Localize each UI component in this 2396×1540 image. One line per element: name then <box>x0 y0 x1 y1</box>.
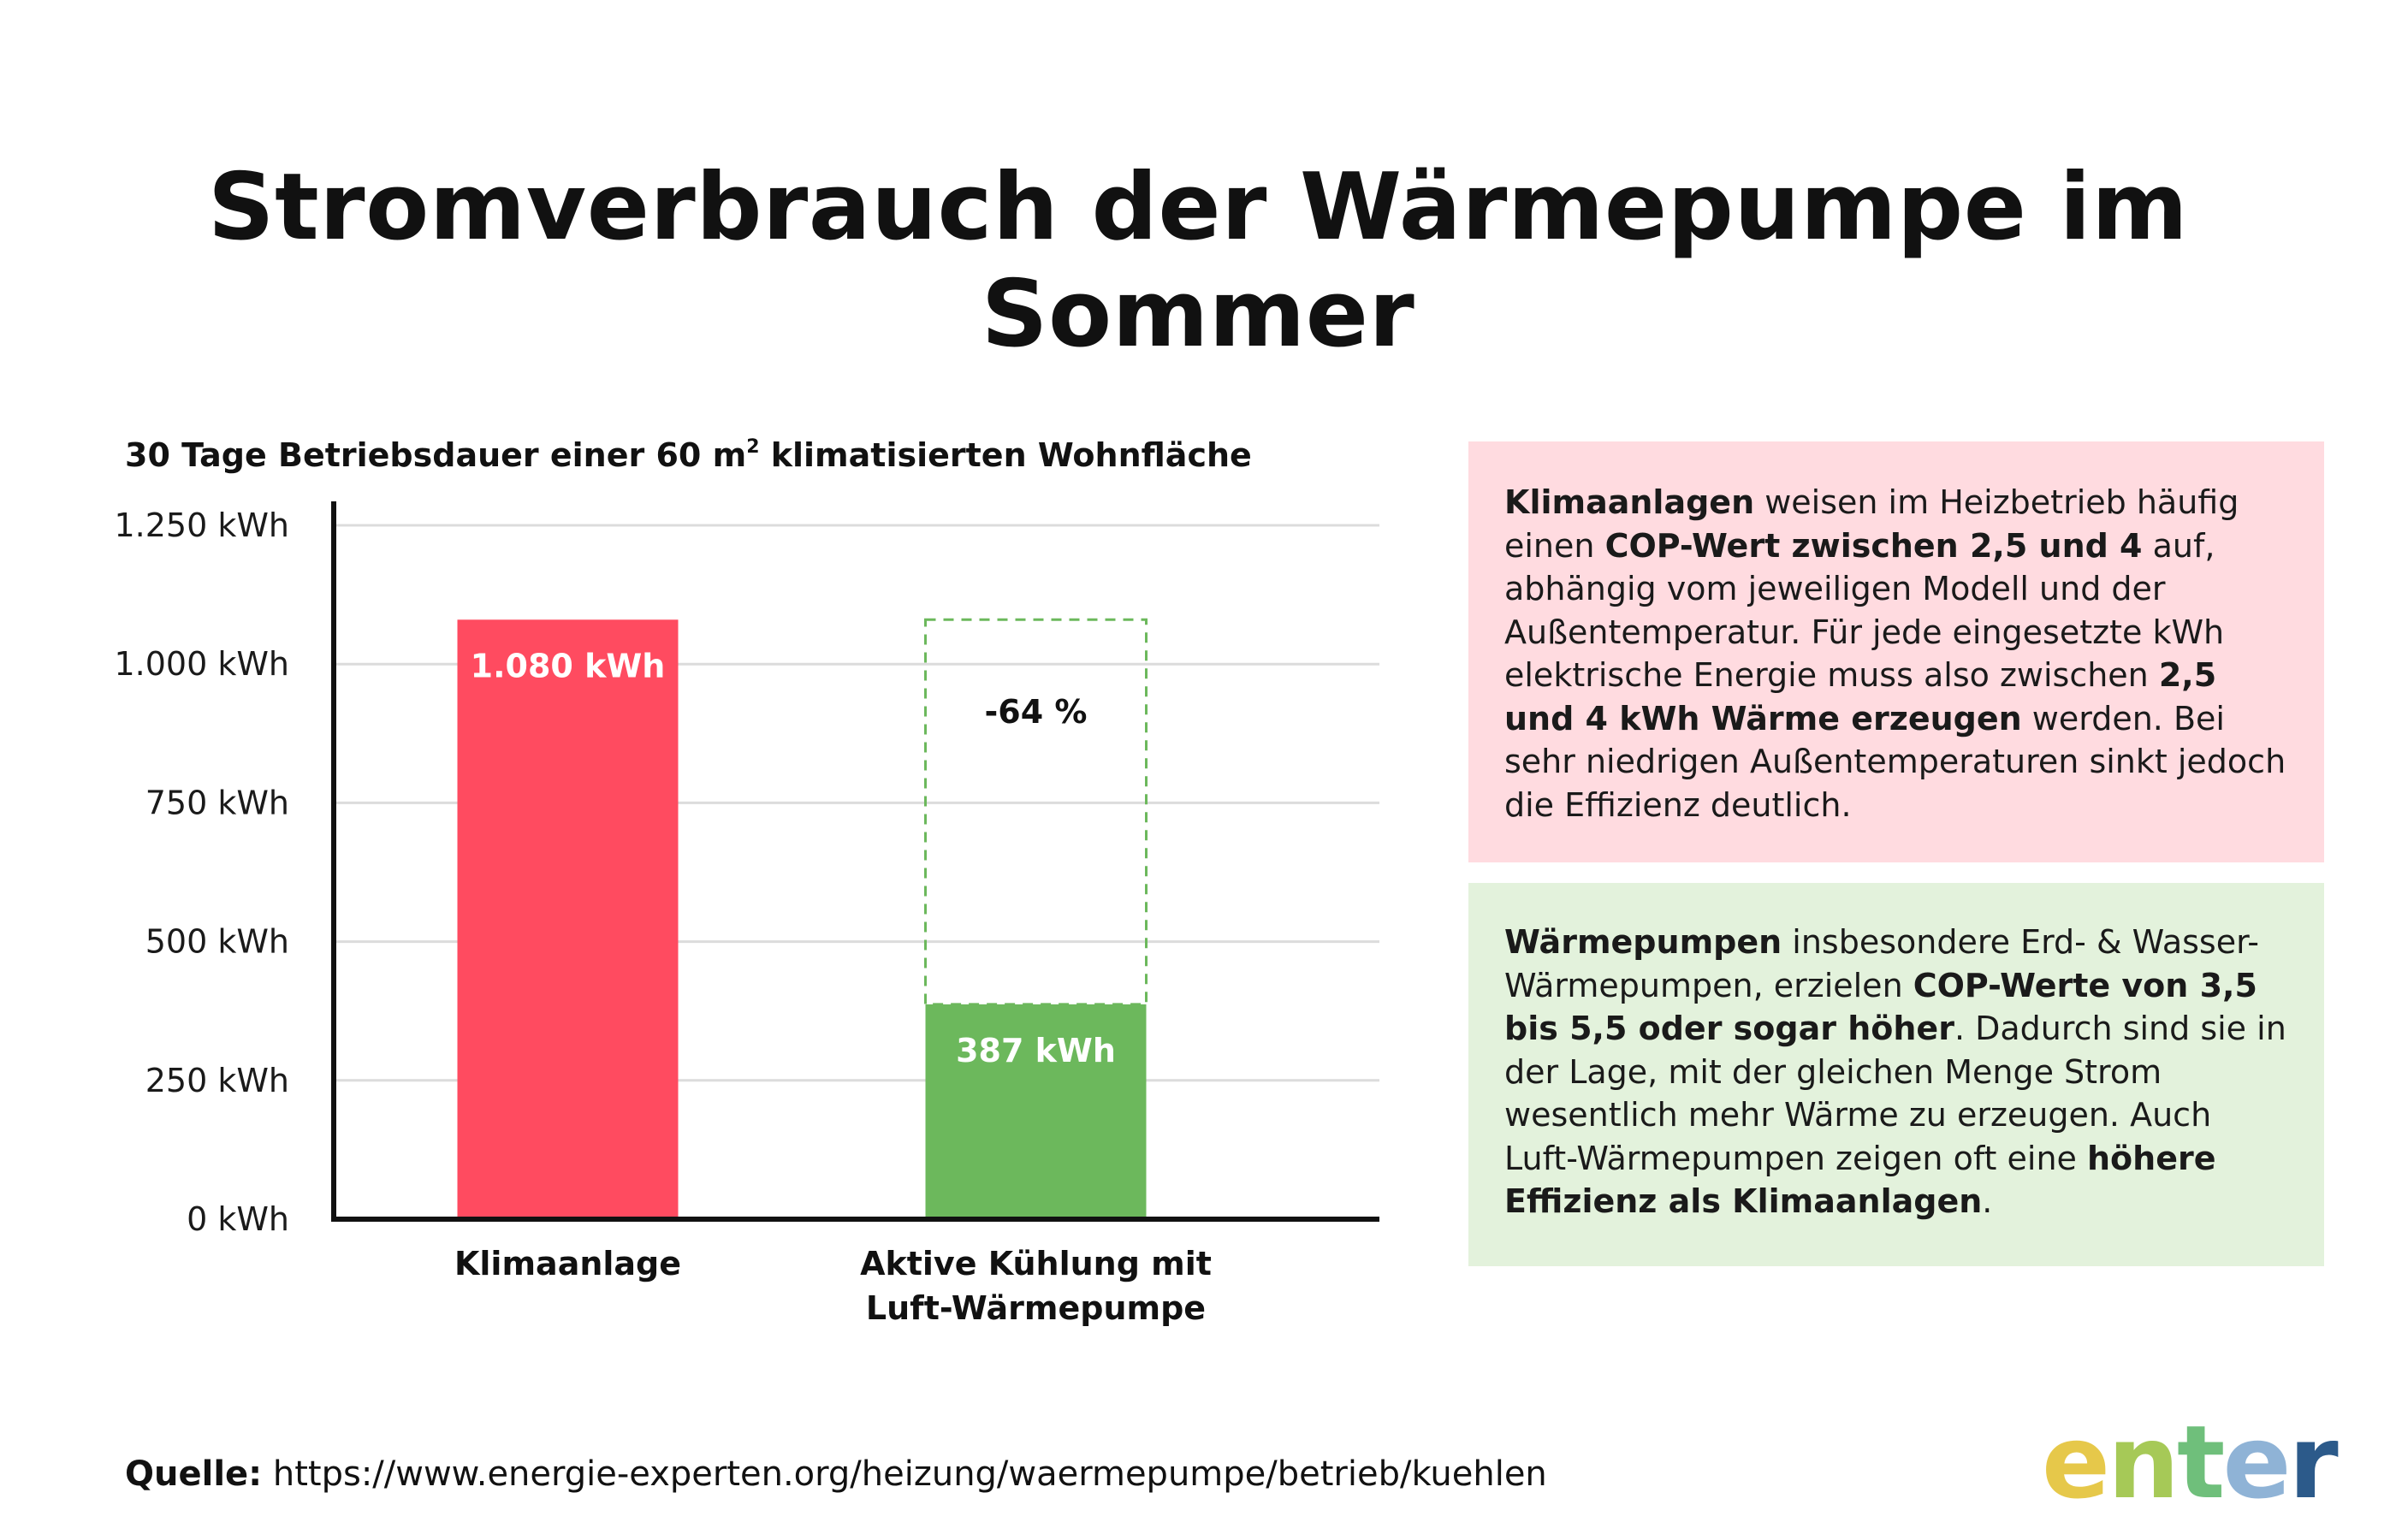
info-text-2: . Dadurch sind sie in der Lage, mit der … <box>1504 1010 2286 1177</box>
reference-outline <box>924 618 1148 1006</box>
logo-letter: t <box>2177 1403 2225 1521</box>
y-tick-label: 750 kWh <box>145 784 289 821</box>
info-text-3: werden. Bei sehr niedrigen Außentemperat… <box>1504 699 2286 824</box>
enter-logo: enter <box>2042 1403 2339 1521</box>
y-tick-label: 0 kWh <box>187 1200 289 1238</box>
info-text-2: auf, abhängig vom jeweiligen Modell und … <box>1504 526 2225 695</box>
source-label: Quelle: <box>125 1454 263 1494</box>
source-note: Quelle: https://www.energie-experten.org… <box>125 1454 1547 1494</box>
info-text-1: weisen im Heizbetrieb häufig einen <box>1504 483 2239 565</box>
subtitle-text-end: klimatisierten Wohnfläche <box>759 436 1252 474</box>
info-bold-3: höhere Effizienz als Klimaanlagen <box>1504 1139 2216 1221</box>
x-category-label: Aktive Kühlung mit <box>860 1245 1212 1282</box>
logo-letter: e <box>2222 1403 2291 1521</box>
bars <box>457 618 1148 1219</box>
axes <box>331 501 1379 1222</box>
page-title: Stromverbrauch der Wärmepumpe im Sommer <box>207 154 2189 368</box>
y-tick-label: 1.000 kWh <box>114 645 289 683</box>
reduction-annotation: -64 % <box>985 693 1088 731</box>
bar-chart: 0 kWh 250 kWh 500 kWh 750 kWh 1.000 kWh 1.250… <box>114 501 1379 1327</box>
info-bold-1: Wärmepumpen <box>1504 923 1782 961</box>
y-tick-label: 500 kWh <box>145 923 289 961</box>
subtitle-superscript: 2 <box>746 436 760 458</box>
logo-letter: r <box>2288 1403 2339 1521</box>
x-category-label: Luft-Wärmepumpe <box>866 1289 1206 1327</box>
y-tick-label: 1.250 kWh <box>114 506 289 544</box>
bar <box>457 619 679 1219</box>
info-bold-3: 2,5 und 4 kWh Wärme erzeugen <box>1504 656 2217 737</box>
info-text-3: . <box>1982 1182 1993 1220</box>
info-bold-2: COP-Wert zwischen 2,5 und 4 <box>1604 526 2143 565</box>
logo-letter: e <box>2042 1403 2110 1521</box>
bar <box>925 1004 1147 1219</box>
info-box-klimaanlagen: Klimaanlagen weisen im Heizbetrieb häufi… <box>1468 441 2324 862</box>
logo-letter: n <box>2108 1403 2180 1521</box>
info-text-1: insbesondere Erd- & Wasser-Wärmepumpen, … <box>1504 923 2259 1004</box>
y-tick-label: 250 kWh <box>145 1062 289 1099</box>
info-bold-2: COP-Werte von 3,5 bis 5,5 oder sogar höh… <box>1504 966 2257 1048</box>
bar-value-label: 387 kWh <box>956 1032 1116 1069</box>
labels: 0 kWh 250 kWh 500 kWh 750 kWh 1.000 kWh 1.250… <box>114 506 1211 1327</box>
bar-value-label: 1.080 kWh <box>471 647 666 684</box>
info-bold-1: Klimaanlagen <box>1504 483 1755 521</box>
subtitle-text: 30 Tage Betriebsdauer einer 60 m <box>125 436 747 474</box>
info-box-waermepumpen: Wärmepumpen insbesondere Erd- & Wasser-W… <box>1468 883 2324 1266</box>
chart-subtitle: 30 Tage Betriebsdauer einer 60 m2 klimat… <box>125 436 1252 474</box>
source-url[interactable]: https://www.energie-experten.org/heizung… <box>272 1454 1547 1494</box>
x-category-label: Klimaanlage <box>454 1245 681 1282</box>
